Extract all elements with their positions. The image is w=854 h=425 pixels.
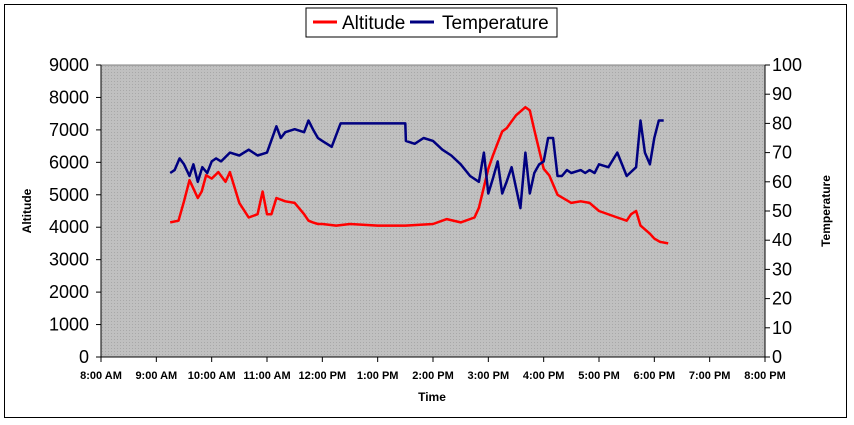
x-tick-label: 7:00 PM <box>689 370 731 382</box>
y2-tick-label: 0 <box>772 347 782 367</box>
legend-label-temperature: Temperature <box>442 13 549 34</box>
y-tick-label: 7000 <box>49 120 89 140</box>
x-tick-label: 4:00 PM <box>523 370 565 382</box>
y-tick-label: 6000 <box>49 152 89 172</box>
y2-tick-label: 10 <box>772 318 792 338</box>
y2-tick-label: 30 <box>772 259 792 279</box>
y-axis-title: Altitude <box>20 188 34 233</box>
series-line-altitude <box>169 105 669 245</box>
x-tick-label: 1:00 PM <box>357 370 399 382</box>
x-tick-label: 8:00 AM <box>80 370 122 382</box>
y-tick-label: 8000 <box>49 87 89 107</box>
x-tick-label: 3:00 PM <box>468 370 510 382</box>
y2-tick-label: 90 <box>772 84 792 104</box>
x-tick-label: 5:00 PM <box>578 370 620 382</box>
x-tick-label: 8:00 PM <box>744 370 786 382</box>
plot-area <box>100 64 766 358</box>
y2-tick-label: 50 <box>772 201 792 221</box>
y2-axis-title: Temperature <box>819 175 833 247</box>
y2-tick-label: 60 <box>772 172 792 192</box>
y-tick-label: 5000 <box>49 185 89 205</box>
x-tick-label: 2:00 PM <box>412 370 454 382</box>
y2-tick-label: 70 <box>772 143 792 163</box>
y2-tick-label: 20 <box>772 289 792 309</box>
y-tick-label: 9000 <box>49 55 89 75</box>
legend-label-altitude: Altitude <box>342 13 405 34</box>
x-tick-label: 6:00 PM <box>634 370 676 382</box>
y2-tick-label: 40 <box>772 230 792 250</box>
x-tick-label: 9:00 AM <box>135 370 177 382</box>
x-tick-label: 11:00 AM <box>243 370 290 382</box>
y-tick-label: 2000 <box>49 282 89 302</box>
y2-tick-label: 100 <box>772 55 802 75</box>
x-axis-title: Time <box>418 390 446 404</box>
x-tick-label: 12:00 PM <box>298 370 346 382</box>
x-tick-label: 10:00 AM <box>188 370 236 382</box>
y-tick-label: 3000 <box>49 250 89 270</box>
y-tick-label: 1000 <box>49 315 89 335</box>
series-line-temperature <box>169 119 664 210</box>
y-tick-label: 0 <box>79 347 89 367</box>
y2-tick-label: 80 <box>772 113 792 133</box>
y-tick-label: 4000 <box>49 217 89 237</box>
